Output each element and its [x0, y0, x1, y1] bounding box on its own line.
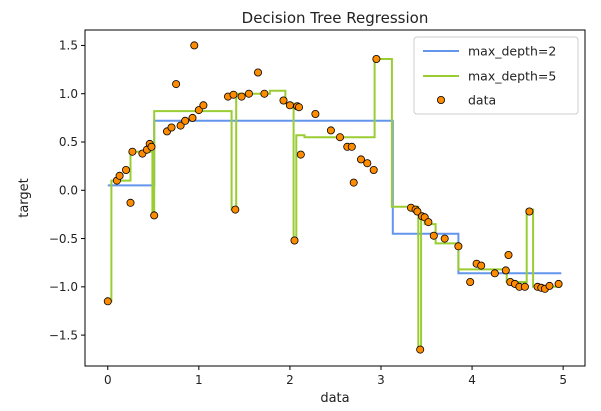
scatter-points [103, 41, 563, 354]
x-tick-label: 3 [377, 373, 385, 387]
data-point [349, 178, 358, 187]
legend-label-max-depth-5: max_depth=5 [468, 69, 556, 84]
data-point [490, 269, 499, 278]
legend-label-data: data [468, 93, 496, 108]
x-tick-label: 1 [195, 373, 203, 387]
y-tick-label: 1.0 [59, 87, 78, 101]
x-axis-label: data [320, 391, 349, 406]
data-point [326, 126, 335, 135]
y-tick-label: −0.5 [49, 232, 78, 246]
data-point [181, 116, 190, 125]
data-point [545, 281, 554, 290]
data-point [188, 113, 197, 122]
legend-marker-data [436, 96, 445, 105]
y-tick-label: 0.5 [59, 135, 78, 149]
plot-frame [84, 29, 586, 367]
data-point [504, 250, 513, 259]
data-point [126, 198, 135, 207]
data-point [290, 236, 299, 245]
data-point [150, 211, 159, 220]
chart-title: Decision Tree Regression [242, 9, 429, 27]
data-point [279, 96, 288, 105]
legend-label-max-depth-2: max_depth=2 [468, 44, 556, 59]
data-point [103, 297, 112, 306]
y-tick-label: −1.0 [49, 280, 78, 294]
data-point [413, 207, 422, 216]
series-layer [107, 58, 562, 351]
data-point [296, 150, 305, 159]
data-point [311, 110, 320, 119]
data-point [147, 142, 156, 151]
x-axis-ticks: 0 1 2 3 4 5 [104, 366, 567, 387]
data-point [372, 55, 381, 64]
data-point [454, 242, 463, 251]
legend: max_depth=2 max_depth=5 data [413, 36, 579, 115]
x-tick-label: 0 [104, 373, 112, 387]
data-point [520, 282, 529, 291]
data-point [176, 121, 185, 130]
y-axis-label: target [17, 178, 32, 218]
data-point [424, 218, 433, 227]
data-point [477, 261, 486, 270]
series-line-max-depth-5 [107, 58, 562, 351]
data-point [466, 277, 475, 286]
data-point [122, 165, 131, 174]
x-tick-label: 4 [468, 373, 476, 387]
data-point [167, 123, 176, 132]
data-point [260, 89, 269, 98]
y-tick-label: 1.5 [59, 39, 78, 53]
data-point [501, 266, 510, 275]
x-tick-label: 5 [559, 373, 567, 387]
data-point [347, 142, 356, 151]
y-tick-label: 0.0 [59, 183, 78, 197]
data-point [356, 155, 365, 164]
y-axis-ticks: −1.5 −1.0 −0.5 0.0 0.5 1.0 1.5 [49, 39, 85, 342]
data-point [194, 106, 203, 115]
data-point [369, 165, 378, 174]
data-point [237, 92, 246, 101]
x-tick-label: 2 [286, 373, 294, 387]
data-point [190, 41, 199, 50]
y-tick-label: −1.5 [49, 328, 78, 342]
data-point [115, 171, 124, 180]
data-point [440, 234, 449, 243]
data-point [416, 345, 425, 354]
data-point [335, 133, 344, 142]
data-point [253, 68, 262, 77]
data-point [199, 101, 208, 110]
data-point [172, 80, 181, 89]
legend-box [413, 36, 579, 115]
data-point [229, 90, 238, 99]
data-point [244, 89, 253, 98]
data-point [231, 205, 240, 214]
data-point [294, 103, 303, 112]
data-point [285, 101, 294, 110]
data-point [363, 159, 372, 168]
data-point [429, 231, 438, 240]
data-point [128, 147, 137, 156]
data-point [525, 207, 534, 216]
data-point [554, 279, 563, 288]
